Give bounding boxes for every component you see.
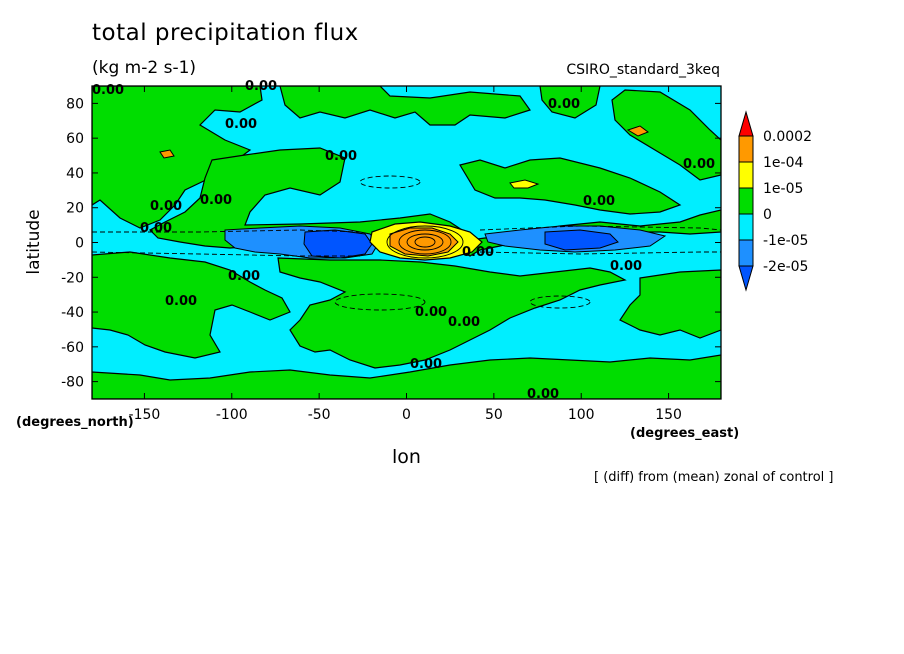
green-region bbox=[619, 269, 721, 339]
x-tick-label: -150 bbox=[129, 407, 161, 423]
green-region bbox=[92, 354, 721, 399]
contour-label: 0.00 bbox=[225, 117, 257, 132]
x-tick-label: -100 bbox=[216, 407, 248, 423]
y-tick-label: -60 bbox=[61, 340, 84, 356]
footnote: [ (diff) from (mean) zonal of control ] bbox=[594, 470, 834, 485]
contour-label: 0.00 bbox=[410, 357, 442, 372]
y-axis-units: (degrees_north) bbox=[16, 415, 134, 430]
contour-label: 0.00 bbox=[610, 259, 642, 274]
contour-label: 0.00 bbox=[150, 199, 182, 214]
chart-units: (kg m-2 s-1) bbox=[92, 58, 197, 78]
colorbar: 0.0002 1e-04 1e-05 0 -1e-05 -2e-05 bbox=[738, 110, 812, 292]
contour-label: 0.00 bbox=[548, 97, 580, 112]
y-tick-label: 40 bbox=[66, 166, 84, 182]
green-region bbox=[611, 89, 721, 181]
colorbar-label: -1e-05 bbox=[763, 233, 808, 249]
contour-label: 0.00 bbox=[325, 149, 357, 164]
colorbar-bottom-arrow bbox=[738, 265, 754, 292]
colorbar-swatch bbox=[738, 239, 754, 267]
chart-title: total precipitation flux bbox=[92, 20, 359, 46]
contour-labels: 0.000.000.000.00 0.000.000.000.000.000.00… bbox=[92, 79, 715, 402]
x-tick-label: 150 bbox=[655, 407, 682, 423]
x-tick-label: 50 bbox=[485, 407, 503, 423]
x-tick-label: 0 bbox=[402, 407, 411, 423]
field-layer bbox=[92, 86, 721, 399]
contour-label: 0.00 bbox=[448, 315, 480, 330]
colorbar-label: 1e-05 bbox=[763, 181, 803, 197]
x-tick-label: 100 bbox=[568, 407, 595, 423]
contour-label: 0.00 bbox=[683, 157, 715, 172]
y-tick-label: -20 bbox=[61, 270, 84, 286]
y-tick-label: 20 bbox=[66, 201, 84, 217]
y-tick-label: -40 bbox=[61, 305, 84, 321]
orange-region bbox=[389, 227, 459, 257]
colorbar-label: 1e-04 bbox=[763, 155, 803, 171]
small-yellow-spot bbox=[509, 179, 540, 189]
colorbar-swatch bbox=[738, 213, 754, 241]
green-region bbox=[92, 251, 291, 359]
contour-label: 0.00 bbox=[462, 245, 494, 260]
green-region bbox=[459, 157, 682, 215]
green-region bbox=[277, 257, 627, 369]
contour-label: 0.00 bbox=[583, 194, 615, 209]
y-tick-label: 0 bbox=[75, 236, 84, 252]
contour-label: 0.00 bbox=[92, 83, 124, 98]
axes: -150 -100 -50 0 50 100 150 80 60 40 20 0 -20 -40 -60 -8… bbox=[61, 86, 721, 423]
green-region bbox=[279, 86, 531, 126]
colorbar-label: 0.0002 bbox=[763, 129, 812, 145]
contour-label: 0.00 bbox=[140, 221, 172, 236]
contour-label: 0.00 bbox=[165, 294, 197, 309]
contour-label: 0.00 bbox=[415, 305, 447, 320]
contour-label: 0.00 bbox=[245, 79, 277, 94]
central-contours bbox=[386, 225, 464, 259]
contour-label: 0.00 bbox=[200, 193, 232, 208]
colorbar-label: -2e-05 bbox=[763, 259, 808, 275]
small-orange-spot bbox=[159, 149, 175, 159]
colorbar-swatch bbox=[738, 161, 754, 189]
x-tick-label: -50 bbox=[308, 407, 331, 423]
colorbar-swatch bbox=[738, 187, 754, 215]
colorbar-swatch bbox=[738, 135, 754, 163]
blue-region bbox=[544, 229, 619, 251]
y-tick-label: 60 bbox=[66, 131, 84, 147]
y-tick-label: 80 bbox=[66, 96, 84, 112]
small-orange-spot bbox=[626, 125, 650, 137]
contour-label: 0.00 bbox=[527, 387, 559, 402]
colorbar-top-arrow bbox=[738, 110, 754, 137]
colorbar-label: 0 bbox=[763, 207, 772, 223]
blue-region bbox=[303, 229, 373, 259]
y-tick-label: -80 bbox=[61, 375, 84, 391]
dashed-contours bbox=[92, 175, 721, 311]
x-axis-units: (degrees_east) bbox=[630, 426, 740, 441]
contour-label: 0.00 bbox=[228, 269, 260, 284]
run-label: CSIRO_standard_3keq bbox=[566, 62, 720, 78]
x-axis-label: lon bbox=[392, 446, 421, 468]
green-region bbox=[539, 86, 601, 119]
